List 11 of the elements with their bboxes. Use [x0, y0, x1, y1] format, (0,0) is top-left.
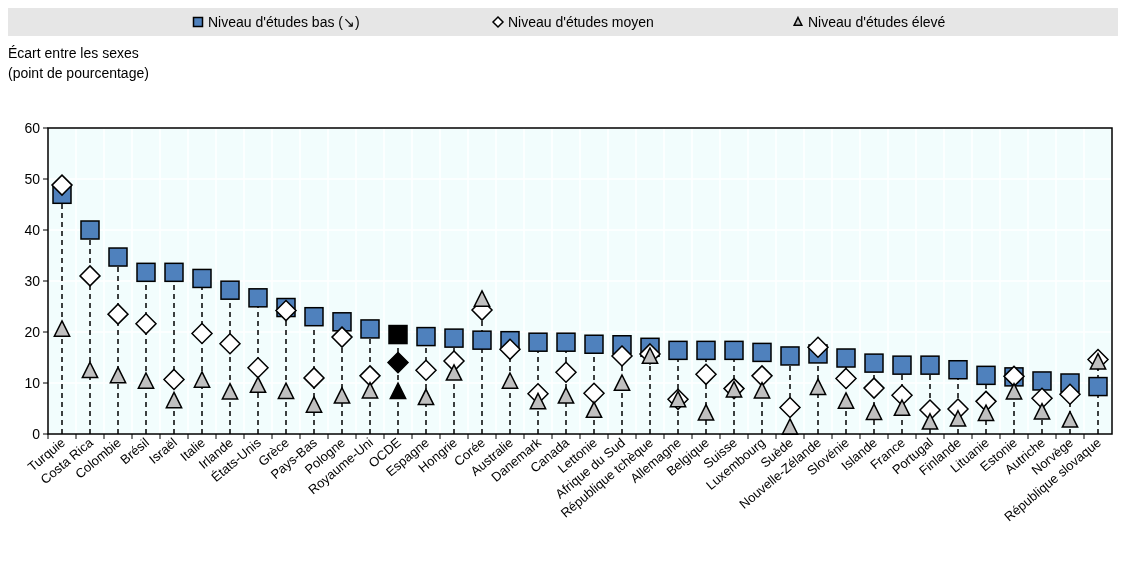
- y-tick-label: 30: [24, 272, 41, 289]
- y-axis-title: Écart entre les sexes (point de pourcentage): [8, 45, 149, 81]
- y-tick-label: 10: [24, 374, 41, 391]
- legend-label: Niveau d'études moyen: [508, 14, 654, 30]
- legend-label: Niveau d'études bas (↘): [208, 14, 360, 30]
- y-tick-label: 60: [24, 119, 41, 136]
- y-tick-label: 0: [32, 425, 41, 442]
- legend-label: Niveau d'études élevé: [808, 14, 946, 30]
- y-tick-label: 20: [24, 323, 41, 340]
- y-tick-label: 40: [24, 221, 41, 238]
- y-tick-label: 50: [24, 170, 41, 187]
